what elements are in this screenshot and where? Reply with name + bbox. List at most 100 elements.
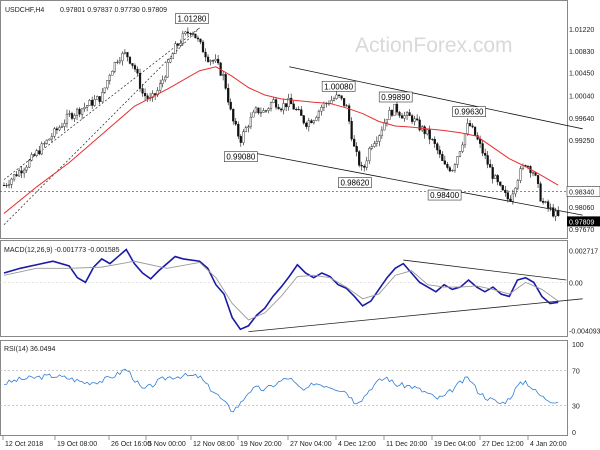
candle	[65, 109, 69, 128]
candle	[20, 165, 23, 178]
candle	[149, 92, 152, 102]
candle	[307, 117, 310, 132]
candle	[133, 63, 137, 72]
candle	[58, 125, 61, 132]
main-panel-frame	[0, 0, 568, 239]
time-tick-8: 4 Dec 12:00	[338, 441, 376, 448]
candle	[63, 119, 66, 131]
candle	[300, 106, 303, 116]
svg-text:0.99080: 0.99080	[226, 153, 255, 162]
time-tick-2: 19 Oct 08:00	[57, 441, 97, 448]
candle	[30, 152, 33, 162]
dotted-trend-line-1	[3, 27, 200, 180]
candle	[25, 164, 28, 173]
candle	[206, 54, 210, 64]
price-label-7: 0.98400	[427, 189, 462, 201]
candle	[252, 109, 255, 118]
candle	[549, 203, 552, 212]
candle	[453, 163, 457, 173]
candle	[211, 59, 215, 65]
candle	[443, 155, 446, 165]
candle	[416, 114, 419, 122]
candle	[552, 203, 555, 218]
candle	[257, 107, 260, 115]
candle	[547, 199, 550, 212]
candle	[350, 117, 353, 142]
candle	[103, 87, 106, 94]
price-label-1: 1.01280	[175, 13, 209, 24]
price-layer: 1.01280 0.99080 1.00080 0.99890 0.98620 0.996…	[0, 13, 583, 225]
candle	[310, 118, 313, 124]
candle	[113, 61, 116, 74]
candle	[529, 165, 532, 178]
candle	[262, 107, 265, 113]
candle	[88, 98, 91, 106]
price-tick-6: 0.99250	[569, 138, 594, 145]
candle	[38, 145, 41, 156]
price-tick-10: 0.97670	[569, 227, 594, 234]
candle	[451, 169, 454, 172]
time-tick-4: 5 Nov 00:00	[148, 441, 186, 448]
candle	[340, 95, 343, 101]
rsi-tick-3: 30	[572, 404, 580, 411]
candle	[189, 32, 192, 37]
candle	[320, 104, 323, 116]
candle	[86, 104, 89, 112]
candle	[93, 94, 96, 107]
candle	[375, 136, 378, 147]
candle	[244, 125, 247, 133]
candle	[83, 102, 86, 112]
macd-tick-2: 0.00	[569, 280, 583, 287]
candle	[484, 148, 487, 160]
candle	[5, 182, 8, 188]
candle	[557, 206, 560, 217]
candle	[75, 107, 79, 121]
candle	[368, 146, 371, 165]
candle	[106, 80, 109, 90]
candle	[179, 39, 182, 48]
candle	[194, 33, 197, 39]
candle	[330, 95, 333, 105]
candle	[239, 134, 242, 147]
candle	[73, 113, 76, 122]
candle	[292, 100, 295, 110]
candle	[426, 129, 429, 136]
candle	[441, 151, 444, 161]
candle	[287, 93, 290, 111]
time-tick-3: 26 Oct 16:00	[111, 441, 151, 448]
candle	[138, 68, 142, 92]
candle	[274, 97, 278, 110]
candle	[176, 42, 179, 49]
candle	[159, 79, 162, 94]
candle	[280, 107, 283, 113]
candle	[290, 93, 293, 105]
macd-panel-frame	[0, 240, 568, 337]
candle	[174, 41, 177, 55]
candle	[489, 159, 492, 168]
candle	[121, 51, 124, 66]
candle	[380, 126, 383, 139]
candle	[91, 96, 94, 109]
candle	[191, 31, 195, 37]
candle	[217, 55, 220, 66]
candle	[209, 59, 212, 66]
candle	[234, 118, 237, 126]
candle	[45, 139, 48, 145]
candle	[295, 107, 298, 111]
candle	[390, 109, 394, 117]
candle	[335, 91, 338, 100]
candle	[378, 134, 381, 147]
candle	[536, 174, 540, 188]
candle	[60, 122, 64, 129]
candle	[15, 171, 18, 177]
candle	[405, 111, 409, 120]
price-tick-1: 1.01220	[569, 27, 594, 34]
candle	[506, 189, 509, 203]
price-label-3: 1.00080	[321, 80, 356, 92]
candle	[247, 124, 250, 133]
time-tick-7: 27 Nov 04:00	[290, 441, 332, 448]
candle	[224, 72, 227, 90]
candle	[332, 96, 336, 102]
candle	[408, 108, 411, 116]
